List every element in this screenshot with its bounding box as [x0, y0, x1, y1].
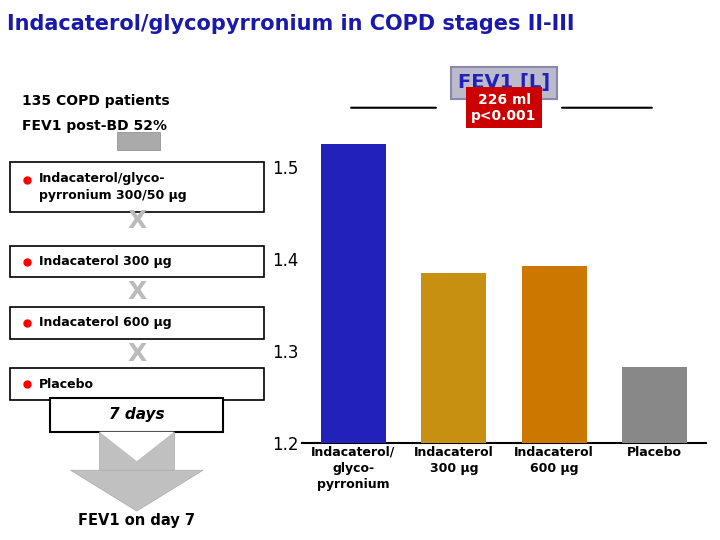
Text: Indacaterol/
glyco-
pyrronium: Indacaterol/ glyco- pyrronium	[311, 446, 395, 490]
Bar	[320, 145, 386, 540]
Text: Indacaterol
300 μg: Indacaterol 300 μg	[414, 446, 494, 475]
Text: X: X	[127, 280, 146, 305]
FancyBboxPatch shape	[99, 431, 174, 470]
FancyBboxPatch shape	[10, 246, 264, 278]
Bar	[521, 266, 587, 540]
FancyBboxPatch shape	[10, 307, 264, 339]
Text: Indacaterol 600 μg: Indacaterol 600 μg	[39, 316, 171, 329]
Text: FEV1 post-BD 52%: FEV1 post-BD 52%	[22, 119, 166, 133]
Text: 226 ml
p<0.001: 226 ml p<0.001	[472, 93, 536, 123]
Text: Indacaterol/glycopyrronium in COPD stages II-III: Indacaterol/glycopyrronium in COPD stage…	[7, 14, 575, 33]
Text: Indacaterol 300 μg: Indacaterol 300 μg	[39, 255, 171, 268]
Text: 135 COPD patients: 135 COPD patients	[22, 94, 169, 108]
Text: Indacaterol
600 μg: Indacaterol 600 μg	[514, 446, 594, 475]
FancyBboxPatch shape	[117, 132, 160, 151]
Polygon shape	[71, 470, 203, 511]
FancyBboxPatch shape	[10, 162, 264, 212]
Text: X: X	[127, 209, 146, 233]
FancyBboxPatch shape	[50, 397, 223, 431]
Bar	[421, 273, 487, 540]
FancyBboxPatch shape	[10, 368, 264, 400]
Text: Placebo: Placebo	[627, 446, 682, 458]
Text: FEV1 [L]: FEV1 [L]	[458, 73, 550, 92]
Text: pyrronium 300/50 μg: pyrronium 300/50 μg	[39, 190, 186, 202]
Text: 7 days: 7 days	[109, 407, 165, 422]
Bar	[622, 367, 688, 540]
Text: Placebo: Placebo	[39, 377, 94, 390]
Text: FEV1 on day 7: FEV1 on day 7	[78, 512, 195, 528]
Polygon shape	[99, 431, 174, 461]
Text: X: X	[127, 342, 146, 366]
Text: Indacaterol/glyco-: Indacaterol/glyco-	[39, 172, 166, 185]
